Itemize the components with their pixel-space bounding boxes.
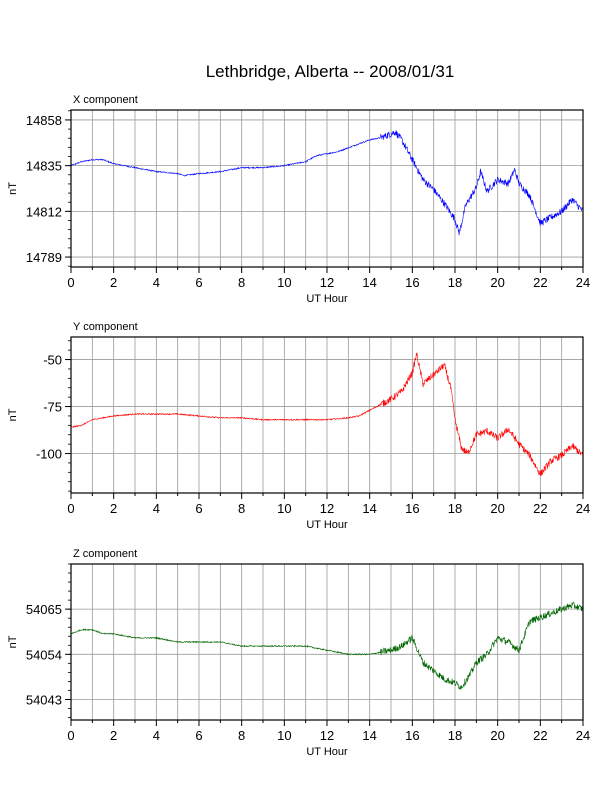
- x-component-trace: [70, 130, 584, 236]
- y-x-tick-label: 8: [238, 501, 245, 516]
- x-component-label: X component: [73, 94, 138, 106]
- y-x-tick-label: 10: [277, 501, 291, 516]
- x-x-tick-label: 0: [67, 275, 74, 290]
- y-y-tick-label: -75: [43, 400, 62, 415]
- z-x-tick-label: 16: [405, 728, 419, 743]
- x-x-tick-label: 6: [195, 275, 202, 290]
- z-x-axis-label: UT Hour: [306, 746, 348, 758]
- y-x-axis-label: UT Hour: [306, 519, 348, 531]
- x-x-tick-label: 12: [320, 275, 334, 290]
- x-y-tick-label: 14812: [26, 204, 62, 219]
- y-x-tick-label: 2: [110, 501, 117, 516]
- z-x-tick-label: 24: [576, 728, 590, 743]
- z-x-tick-label: 14: [362, 728, 376, 743]
- z-x-tick-label: 2: [110, 728, 117, 743]
- z-y-tick-label: 54054: [26, 647, 62, 662]
- z-y-tick-label: 54043: [26, 692, 62, 707]
- y-x-tick-label: 14: [362, 501, 376, 516]
- z-x-tick-label: 22: [533, 728, 547, 743]
- x-x-tick-label: 18: [448, 275, 462, 290]
- z-x-tick-label: 6: [195, 728, 202, 743]
- y-component-label: Y component: [73, 321, 138, 333]
- x-x-tick-label: 2: [110, 275, 117, 290]
- x-y-tick-label: 14858: [26, 113, 62, 128]
- y-component-trace: [70, 352, 584, 477]
- z-y-axis-label: nT: [7, 635, 19, 648]
- x-x-tick-label: 4: [153, 275, 160, 290]
- y-x-tick-label: 0: [67, 501, 74, 516]
- x-x-tick-label: 14: [362, 275, 376, 290]
- x-y-tick-label: 14789: [26, 250, 62, 265]
- z-component-label: Z component: [73, 548, 137, 560]
- y-x-tick-label: 20: [490, 501, 504, 516]
- y-x-tick-label: 4: [153, 501, 160, 516]
- x-x-axis-label: UT Hour: [306, 293, 348, 305]
- y-x-tick-label: 24: [576, 501, 590, 516]
- z-x-tick-label: 0: [67, 728, 74, 743]
- z-x-tick-label: 10: [277, 728, 291, 743]
- z-y-tick-label: 54065: [26, 602, 62, 617]
- figure-title: Lethbridge, Alberta -- 2008/01/31: [206, 62, 455, 81]
- z-x-tick-label: 8: [238, 728, 245, 743]
- y-x-tick-label: 6: [195, 501, 202, 516]
- y-x-tick-label: 18: [448, 501, 462, 516]
- z-component-trace: [70, 601, 584, 690]
- x-x-tick-label: 10: [277, 275, 291, 290]
- x-y-axis-label: nT: [7, 182, 19, 195]
- z-x-tick-label: 12: [320, 728, 334, 743]
- x-y-tick-label: 14835: [26, 159, 62, 174]
- y-x-tick-label: 22: [533, 501, 547, 516]
- z-x-tick-label: 18: [448, 728, 462, 743]
- x-x-tick-label: 8: [238, 275, 245, 290]
- y-y-axis-label: nT: [7, 408, 19, 421]
- x-x-tick-label: 20: [490, 275, 504, 290]
- z-x-tick-label: 4: [153, 728, 160, 743]
- x-x-tick-label: 24: [576, 275, 590, 290]
- x-x-tick-label: 22: [533, 275, 547, 290]
- y-y-tick-label: -100: [36, 447, 62, 462]
- y-x-tick-label: 16: [405, 501, 419, 516]
- x-x-tick-label: 16: [405, 275, 419, 290]
- z-x-tick-label: 20: [490, 728, 504, 743]
- y-x-tick-label: 12: [320, 501, 334, 516]
- y-y-tick-label: -50: [43, 353, 62, 368]
